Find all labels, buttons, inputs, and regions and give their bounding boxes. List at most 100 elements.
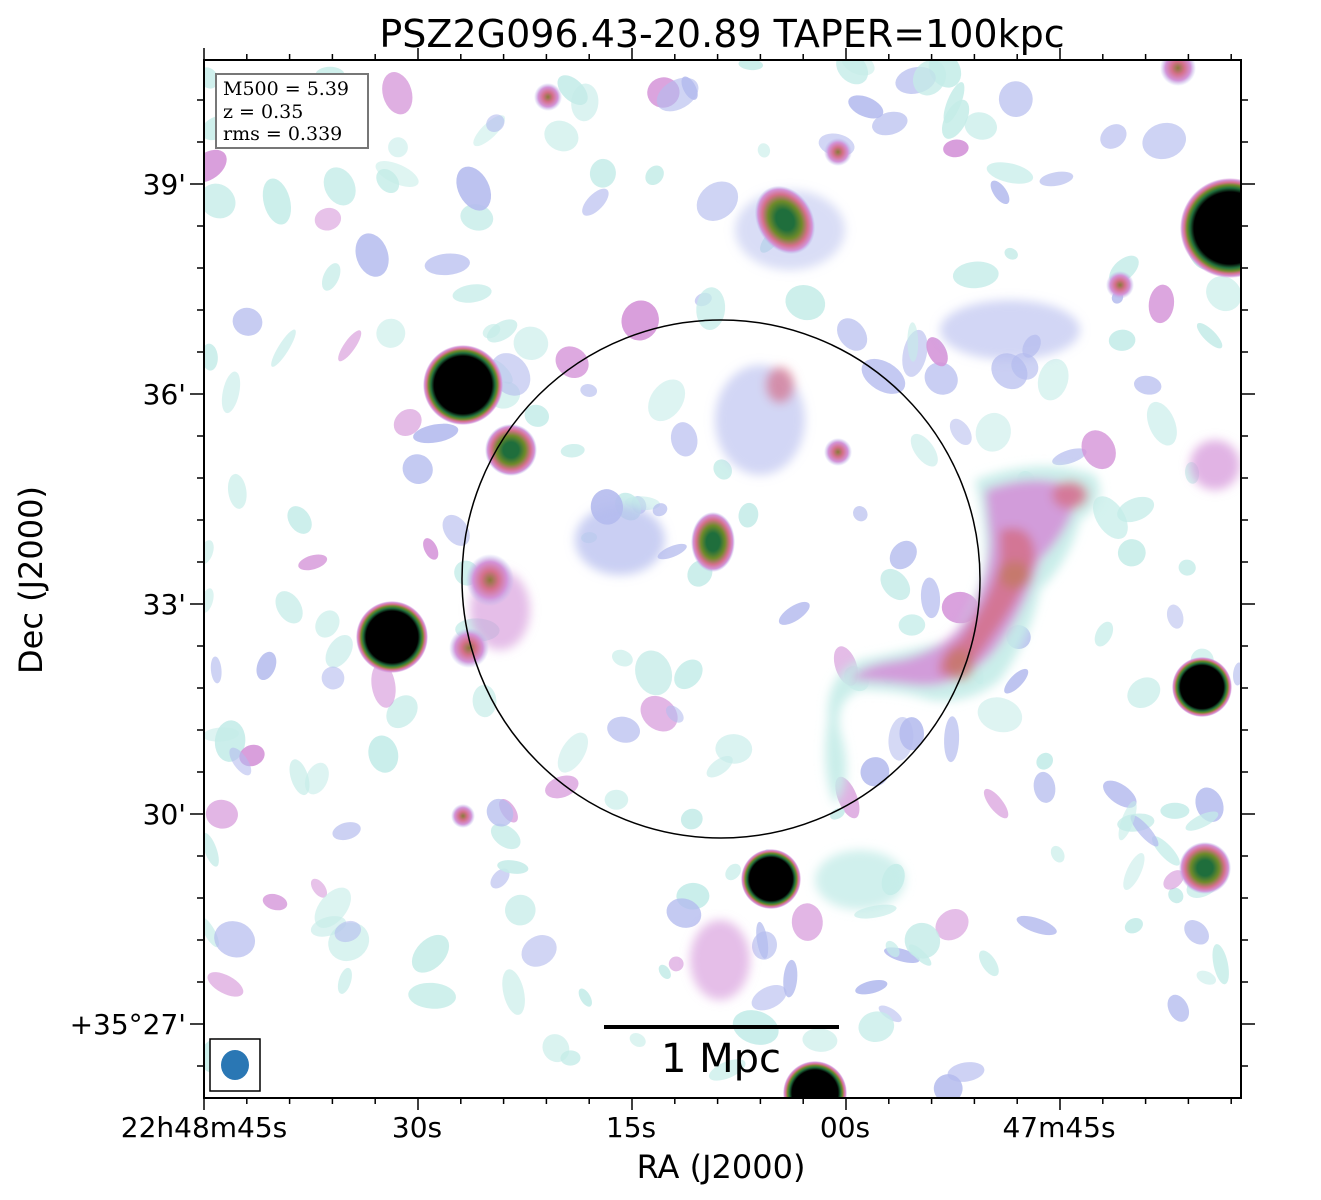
noise-blob [899,717,925,751]
noise-blob [604,789,629,810]
noise-blob [738,60,764,71]
noise-blob [502,969,525,1015]
noise-blob [1123,852,1145,891]
noise-blob [204,67,219,89]
noise-blob [578,988,592,1007]
noise-blob [408,982,456,1009]
noise-blob [210,656,222,684]
noise-blob [1127,677,1161,709]
noise-blob [668,956,684,972]
source-bottom [783,1061,847,1098]
noise-blob [947,1062,985,1082]
noise-blob [221,371,241,414]
y-tick-label: 36' [143,378,186,411]
noise-blob [983,788,1009,819]
noise-blob [486,114,505,133]
noise-blob [1166,604,1184,629]
source-top-right [1180,178,1241,278]
x-tick-label: 47m45s [1002,1111,1115,1144]
source-top-small [1160,60,1196,86]
noise-blob [880,568,911,601]
noise-blob [521,935,557,967]
noise-blob [908,944,932,966]
noise-blob [460,204,494,231]
noise-blob [657,543,687,560]
noise-blob [229,747,252,776]
noise-blob [560,443,585,458]
source-upper [754,185,816,255]
noise-blob [205,799,238,829]
noise-blob [289,759,310,796]
source-small-b [824,438,852,466]
noise-blob [674,659,703,690]
noise-blob [1037,358,1069,401]
noise-blob [889,540,917,570]
noise-blob [271,329,296,367]
noise-blob [670,422,698,457]
noise-blob [872,111,908,136]
noise-blob [321,666,345,690]
noise-blob [1117,539,1146,567]
noise-blob [287,506,312,534]
noise-blob [256,651,277,681]
noise-blob [545,775,579,799]
noise-blob [912,60,947,96]
noise-blob [725,863,741,881]
noise-blob [393,409,422,436]
noise-blob [878,1005,902,1023]
noise-blob [952,261,999,289]
noise-blob [910,433,938,467]
noise-blob [1206,276,1241,312]
y-axis-label: Dec (J2000) [12,486,50,674]
info-mass: M500 = 5.39 [223,78,349,100]
noise-blob [1185,811,1219,831]
y-tick-label: 30' [143,798,186,831]
noise-blob [423,538,439,560]
noise-blob [314,207,342,231]
noise-blob [472,684,497,718]
noise-blob [490,868,510,889]
noise-blob [557,732,589,773]
noise-blob [837,318,868,351]
source-left-small [449,628,489,668]
noise-blob [738,502,759,528]
noise-blob [830,807,845,820]
noise-blob [332,822,361,841]
beam-ellipse [221,1050,249,1080]
noise-blob [696,181,739,221]
source-lower-right [1179,842,1231,894]
x-axis-label: RA (J2000) [637,1148,806,1186]
noise-blob [1036,752,1054,770]
noise-blob [424,253,470,276]
source-right [1172,657,1232,717]
noise-blob [1146,401,1177,446]
chart-title: PSZ2G096.43-20.89 TAPER=100kpc [379,12,1064,56]
source-small-a [824,138,852,166]
x-tick-label: 00s [820,1111,870,1144]
noise-blob [1108,329,1136,351]
noise-blob [941,99,970,139]
x-tick-label: 15s [606,1111,656,1144]
noise-blob [355,233,389,277]
noise-blob [924,362,958,395]
noise-blob [486,798,514,827]
noise-blob [325,634,353,668]
noise-blob [571,83,599,122]
noise-blob [1160,802,1190,819]
noise-blob [1184,920,1209,945]
noise-blob [907,322,919,362]
noise-blob [310,878,328,898]
radio-image: 1 Mpc M500 = 5.39 z = 0.35 rms = 0.339 [204,60,1241,1098]
noise-blob [442,514,470,546]
noise-blob [708,1059,746,1081]
noise-blob [920,577,941,619]
noise-blob [524,404,550,427]
noise-blob [706,755,733,778]
noise-blob [751,984,787,1011]
noise-blob [544,120,579,152]
noise-blob [991,353,1028,390]
noise-blob [1196,970,1217,985]
noise-blob [580,384,598,397]
compact-sources [356,60,1241,1098]
noise-blob [304,762,329,795]
